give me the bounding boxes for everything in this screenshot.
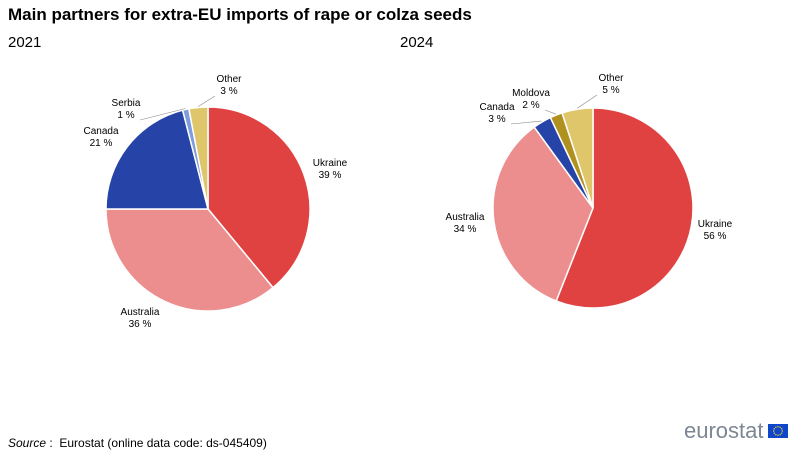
slice-2024-other[interactable] (561, 107, 594, 209)
slice-2021-ukraine[interactable] (207, 106, 311, 289)
value-label-2021-ukraine: 39 % (319, 170, 342, 181)
slice-2021-canada[interactable] (105, 109, 209, 210)
slice-2024-australia[interactable] (492, 126, 594, 302)
label-2024-canada: Canada (479, 102, 514, 113)
value-label-2024-moldova: 2 % (522, 100, 539, 111)
pie-title-2021: 2021 (8, 34, 42, 51)
label-2021-ukraine: Ukraine (313, 158, 348, 169)
leader-2021-serbia (139, 108, 186, 121)
value-label-2024-australia: 34 % (454, 224, 477, 235)
source-note: Source : Eurostat (online data code: ds-… (8, 436, 267, 450)
chart-title: Main partners for extra-EU imports of ra… (8, 5, 472, 24)
slice-2021-other[interactable] (188, 106, 209, 210)
value-label-2021-canada: 21 % (90, 138, 113, 149)
value-label-2024-other: 5 % (602, 85, 619, 96)
leader-2024-moldova (544, 109, 556, 115)
value-label-2024-ukraine: 56 % (704, 231, 727, 242)
leader-2024-other (577, 94, 598, 109)
source-text: Eurostat (online data code: ds-045409) (59, 436, 267, 450)
label-2024-ukraine: Ukraine (698, 219, 733, 230)
value-label-2024-canada: 3 % (488, 114, 505, 125)
label-2021-serbia: Serbia (112, 98, 141, 109)
slice-2021-australia[interactable] (105, 208, 275, 312)
logo-wordmark: eurostat (684, 418, 764, 443)
leader-2021-other (198, 95, 216, 107)
eurostat-logo[interactable]: eurostat (684, 418, 788, 444)
label-2021-australia: Australia (121, 307, 160, 318)
label-2021-canada: Canada (83, 126, 118, 137)
eu-flag-icon (767, 424, 788, 438)
label-2024-australia: Australia (446, 212, 485, 223)
label-2024-other: Other (598, 73, 624, 84)
value-label-2021-australia: 36 % (129, 319, 152, 330)
leader-2024-canada (510, 120, 542, 125)
slice-2024-ukraine[interactable] (555, 107, 694, 309)
value-label-2021-other: 3 % (220, 86, 237, 97)
label-2021-other: Other (216, 74, 242, 85)
pie-title-2024: 2024 (400, 34, 434, 51)
value-label-2021-serbia: 1 % (117, 110, 134, 121)
source-separator: : (46, 436, 60, 450)
label-2024-moldova: Moldova (512, 88, 550, 99)
source-key: Source (8, 436, 47, 450)
